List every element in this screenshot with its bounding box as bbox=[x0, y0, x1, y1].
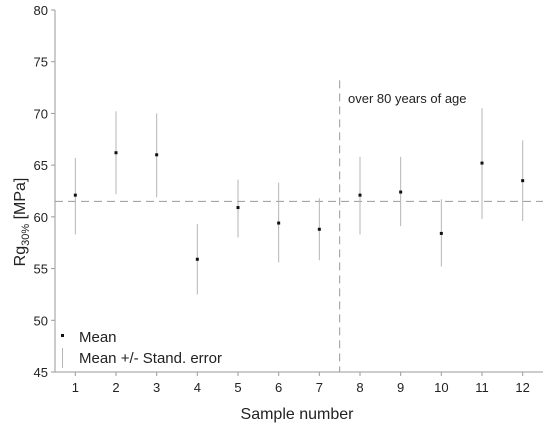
mean-point-11 bbox=[480, 161, 484, 165]
y-tick-label-55: 55 bbox=[34, 262, 48, 277]
y-tick-label-70: 70 bbox=[34, 106, 48, 121]
mean-point-8 bbox=[358, 193, 362, 197]
mean-point-9 bbox=[399, 190, 403, 194]
mean-point-2 bbox=[114, 151, 118, 155]
mean-points bbox=[73, 151, 525, 261]
x-axis-label: Sample number bbox=[241, 406, 355, 423]
x-tick-label-8: 8 bbox=[356, 380, 363, 395]
x-tick-label-6: 6 bbox=[275, 380, 282, 395]
x-tick-label-11: 11 bbox=[475, 380, 489, 395]
y-tick-label-50: 50 bbox=[34, 313, 48, 328]
annotation-over-80: over 80 years of age bbox=[348, 91, 467, 106]
x-tick-label-7: 7 bbox=[316, 380, 323, 395]
y-tick-label-45: 45 bbox=[34, 365, 48, 380]
x-tick-label-12: 12 bbox=[515, 380, 529, 395]
legend-mean-label: Mean bbox=[79, 329, 117, 346]
legend-error-label: Mean +/- Stand. error bbox=[79, 350, 222, 367]
x-tick-label-2: 2 bbox=[112, 380, 119, 395]
x-tick-label-10: 10 bbox=[434, 380, 448, 395]
mean-point-6 bbox=[277, 221, 281, 225]
y-tick-label-80: 80 bbox=[34, 3, 48, 18]
x-tick-label-5: 5 bbox=[234, 380, 241, 395]
y-tick-label-60: 60 bbox=[34, 210, 48, 225]
x-tick-label-9: 9 bbox=[397, 380, 404, 395]
x-tick-label-1: 1 bbox=[72, 380, 79, 395]
legend-mean-marker bbox=[61, 334, 64, 337]
x-axis: 1 2 3 4 5 6 7 8 9 10 11 12 bbox=[72, 372, 530, 395]
y-axis-label-sub: 30% bbox=[20, 224, 32, 246]
mean-point-7 bbox=[317, 227, 321, 231]
reference-lines bbox=[55, 80, 543, 372]
x-tick-label-4: 4 bbox=[194, 380, 201, 395]
legend: Mean Mean +/- Stand. error bbox=[61, 329, 222, 368]
mean-point-4 bbox=[195, 257, 199, 261]
y-axis: 45 50 55 60 65 70 75 80 bbox=[34, 3, 55, 380]
y-axis-label: Rg30% [MPa] bbox=[12, 178, 32, 267]
y-axis-label-unit: [MPa] bbox=[12, 178, 29, 224]
y-axis-label-main: Rg bbox=[12, 246, 29, 266]
y-tick-label-75: 75 bbox=[34, 55, 48, 70]
plot-frame bbox=[54, 10, 543, 373]
error-bars bbox=[74, 108, 524, 295]
x-tick-label-3: 3 bbox=[153, 380, 160, 395]
mean-point-1 bbox=[73, 193, 77, 197]
mean-point-10 bbox=[439, 231, 443, 235]
mean-point-5 bbox=[236, 206, 240, 210]
y-tick-label-65: 65 bbox=[34, 158, 48, 173]
mean-point-3 bbox=[155, 153, 159, 157]
mean-point-12 bbox=[521, 179, 525, 183]
